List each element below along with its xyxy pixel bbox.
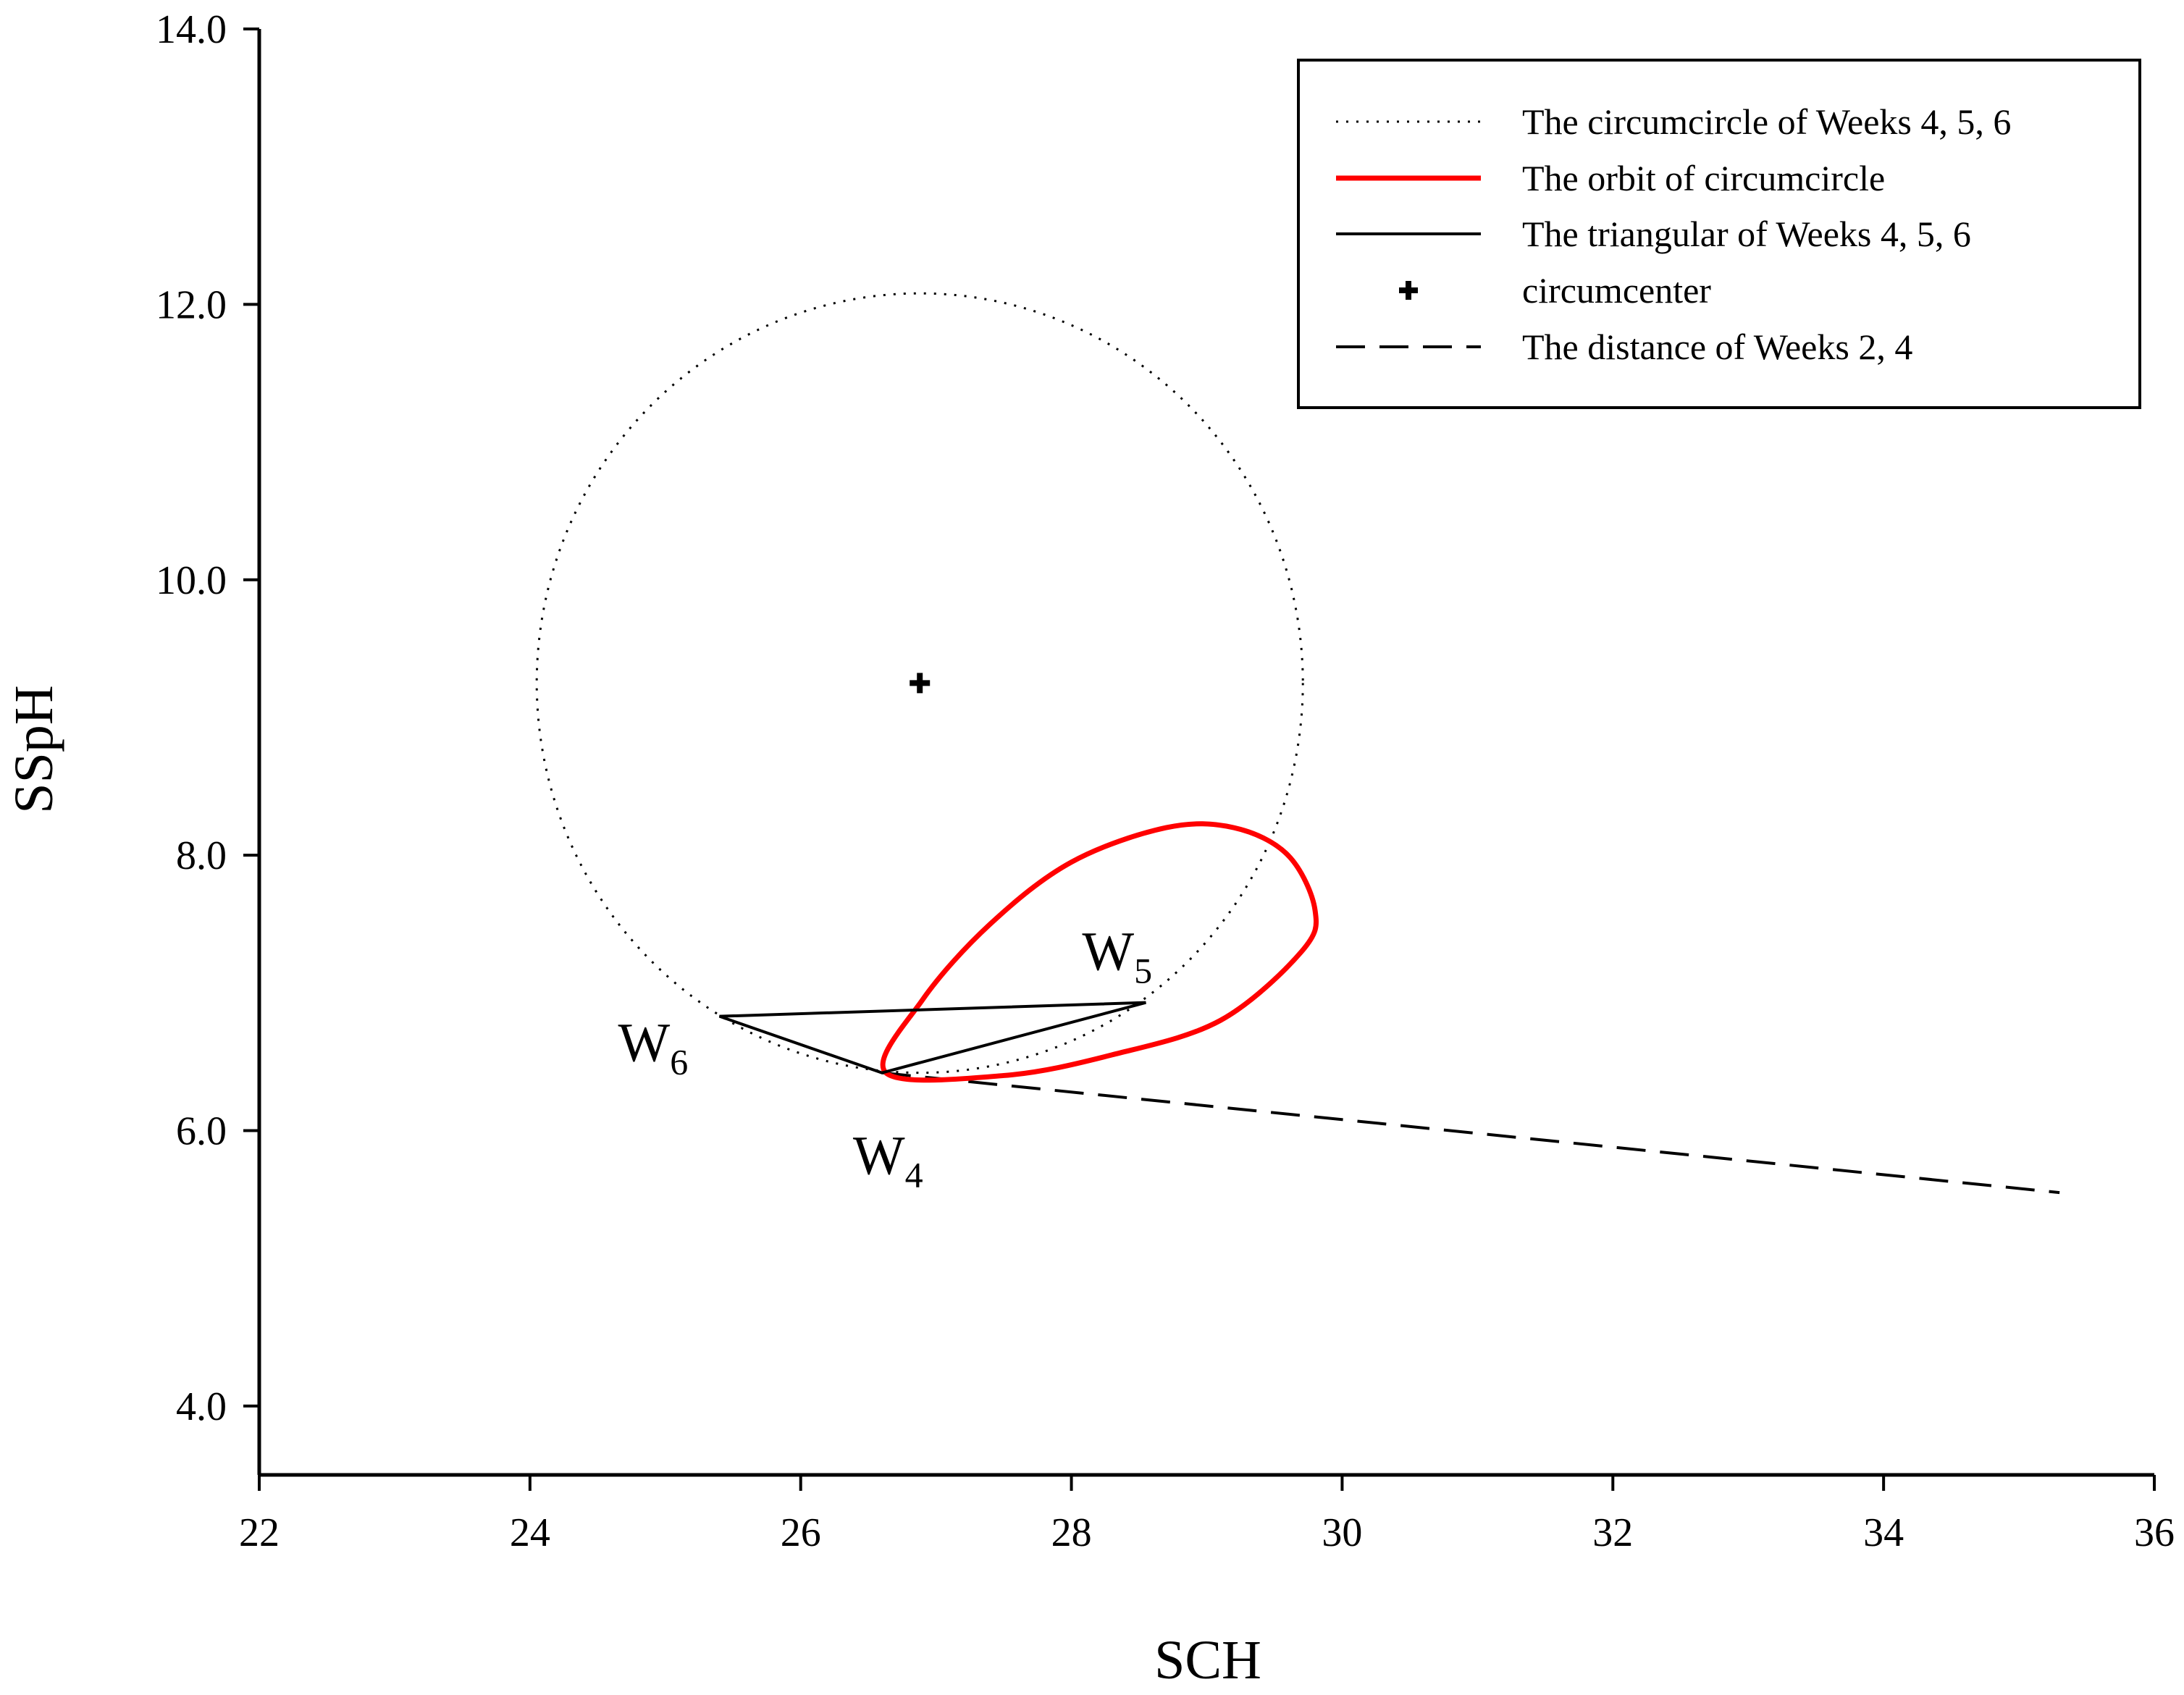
legend-label-circumcenter: circumcenter: [1522, 270, 1711, 311]
legend-swatch-circumcenter: [1399, 281, 1418, 300]
y-tick-label: 8.0: [176, 833, 227, 878]
legend-label-triangle: The triangular of Weeks 4, 5, 6: [1522, 214, 1971, 254]
y-tick-label: 4.0: [176, 1384, 227, 1429]
legend: The circumcircle of Weeks 4, 5, 6 The or…: [1297, 59, 2141, 409]
y-axis-title: SSpH: [4, 685, 64, 813]
legend-label-circumcircle: The circumcircle of Weeks 4, 5, 6: [1522, 101, 2011, 142]
plot-area: W4 W5 W6: [535, 292, 2060, 1195]
orbit-curve: [880, 821, 1319, 1083]
x-tick-label: 24: [510, 1510, 550, 1555]
x-tick-label: 36: [2134, 1510, 2175, 1555]
y-tick-label: 14.0: [156, 7, 227, 52]
x-tick-label: 28: [1051, 1510, 1092, 1555]
y-tick-label: 12.0: [156, 282, 227, 327]
legend-label-orbit: The orbit of circumcircle: [1522, 158, 1885, 198]
distance-line: [881, 1071, 2060, 1195]
x-axis-title: SCH: [1154, 1630, 1261, 1691]
y-tick-label: 10.0: [156, 558, 227, 603]
x-tick-label: 30: [1322, 1510, 1362, 1555]
y-tick-label: 6.0: [176, 1109, 227, 1154]
x-tick-label: 26: [781, 1510, 821, 1555]
point-label-w5: W5: [1082, 922, 1152, 991]
circumcenter-marker: [910, 673, 931, 694]
circumcircle: [535, 292, 1304, 1074]
legend-label-distance: The distance of Weeks 2, 4: [1522, 327, 1912, 367]
axes: 22 24 26 28 30 32 34 36 4.0 6.0 8.0 10.0 12.0 14.0: [156, 7, 2175, 1555]
x-tick-label: 34: [1863, 1510, 1904, 1555]
triangle: [718, 1001, 1146, 1074]
x-tick-label: 22: [239, 1510, 280, 1555]
point-label-w6: W6: [618, 1013, 689, 1082]
point-label-w4: W4: [853, 1126, 923, 1195]
x-tick-label: 32: [1592, 1510, 1633, 1555]
